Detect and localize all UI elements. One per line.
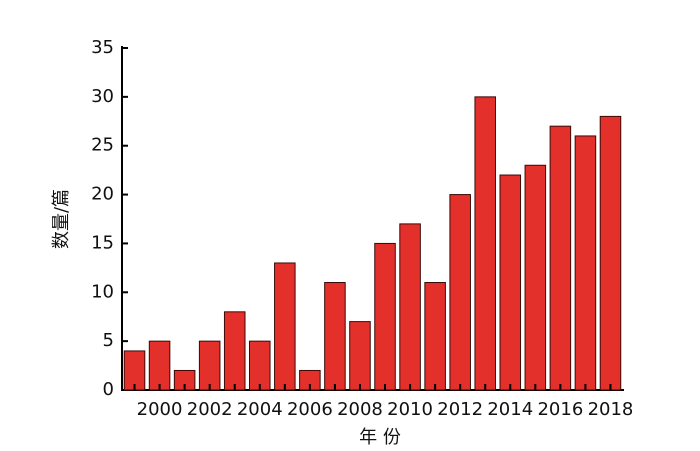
bar <box>524 164 547 391</box>
bar <box>574 135 597 391</box>
bar <box>274 262 296 391</box>
x-tick-label: 2004 <box>237 399 283 420</box>
x-tick-label: 2016 <box>537 399 583 420</box>
x-tick-label: 2006 <box>287 399 333 420</box>
y-tick-label: 10 <box>91 281 114 302</box>
x-axis-label: 年 份 <box>359 427 401 448</box>
y-tick-label: 35 <box>91 37 114 58</box>
bar <box>474 96 496 391</box>
y-tick-label: 0 <box>103 379 114 400</box>
bar <box>399 223 421 391</box>
bar <box>424 282 446 391</box>
x-tick-label: 2012 <box>437 399 483 420</box>
x-tick-label: 2008 <box>337 399 383 420</box>
y-tick-label: 15 <box>91 232 114 253</box>
y-tick-label: 5 <box>103 330 114 351</box>
x-tick-label: 2000 <box>137 399 183 420</box>
x-tick-label: 2010 <box>387 399 433 420</box>
bar <box>249 340 271 391</box>
bar <box>324 282 346 391</box>
bar <box>499 174 522 391</box>
bar <box>449 194 471 391</box>
y-axis-label: 数量/篇 <box>51 189 72 249</box>
x-tick-label: 2014 <box>487 399 533 420</box>
x-tick-label: 2018 <box>588 399 634 420</box>
bar <box>599 115 622 391</box>
bar <box>148 340 171 391</box>
bar <box>349 321 371 391</box>
y-tick-label: 30 <box>91 86 114 107</box>
y-tick-label: 20 <box>91 184 114 205</box>
bar <box>198 340 221 391</box>
x-tick-label: 2002 <box>187 399 233 420</box>
y-tick-label: 25 <box>91 135 114 156</box>
bar <box>223 311 246 391</box>
bar <box>549 125 572 391</box>
bar <box>374 242 396 391</box>
